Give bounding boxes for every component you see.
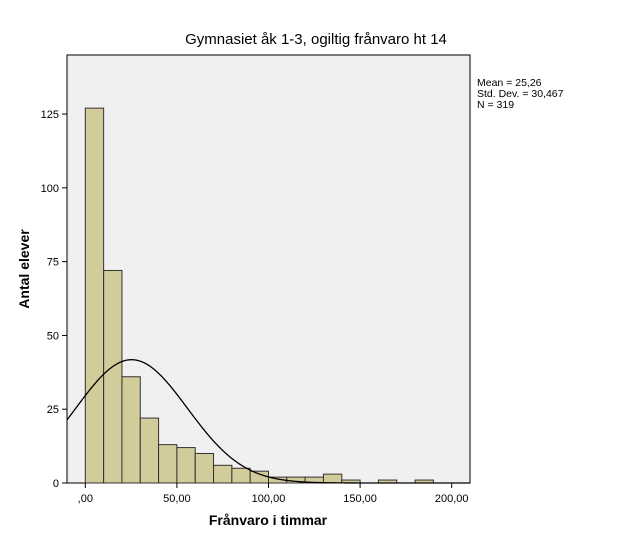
y-tick-label: 25: [47, 404, 59, 416]
y-axis: 0 25 50 75 100 125: [41, 109, 67, 490]
x-tick-label: 200,00: [435, 493, 469, 505]
normal-curve-line: [66, 359, 470, 484]
x-tick-label: 100,00: [252, 493, 286, 505]
histogram-bar: [139, 417, 160, 484]
y-tick-label: 100: [41, 183, 59, 195]
y-axis-label: Antal elever: [16, 229, 32, 309]
histogram-bar: [231, 467, 251, 484]
histogram-bar: [213, 464, 233, 484]
histogram-bar: [158, 444, 178, 484]
y-tick-label: 75: [47, 257, 59, 269]
x-tick-label: 50,00: [163, 493, 191, 505]
histogram-bar: [249, 470, 269, 484]
histogram-bar: [194, 452, 215, 484]
y-tick-label: 50: [47, 330, 59, 342]
histogram-bar: [322, 473, 343, 484]
x-tick-label: ,00: [78, 493, 93, 505]
histogram-bar: [103, 269, 123, 484]
histogram-bar: [121, 376, 141, 484]
x-axis-label: Frånvaro i timmar: [209, 512, 328, 528]
summary-stats: Mean = 25,26 Std. Dev. = 30,467 N = 319: [477, 77, 564, 111]
chart-title: Gymnasiet åk 1-3, ogiltig frånvaro ht 14: [185, 31, 447, 48]
y-tick-label: 125: [41, 109, 59, 121]
histogram-bar: [176, 447, 196, 484]
stats-std-dev: Std. Dev. = 30,467: [477, 88, 564, 100]
stats-n: N = 319: [477, 99, 514, 111]
normal-curve-layer: [66, 359, 470, 484]
x-axis: ,00 50,00 100,00 150,00 200,00: [78, 483, 469, 505]
y-tick-label: 0: [53, 478, 59, 490]
histogram-bar: [84, 107, 105, 484]
x-tick-label: 150,00: [343, 493, 377, 505]
stats-mean: Mean = 25,26: [477, 77, 542, 89]
